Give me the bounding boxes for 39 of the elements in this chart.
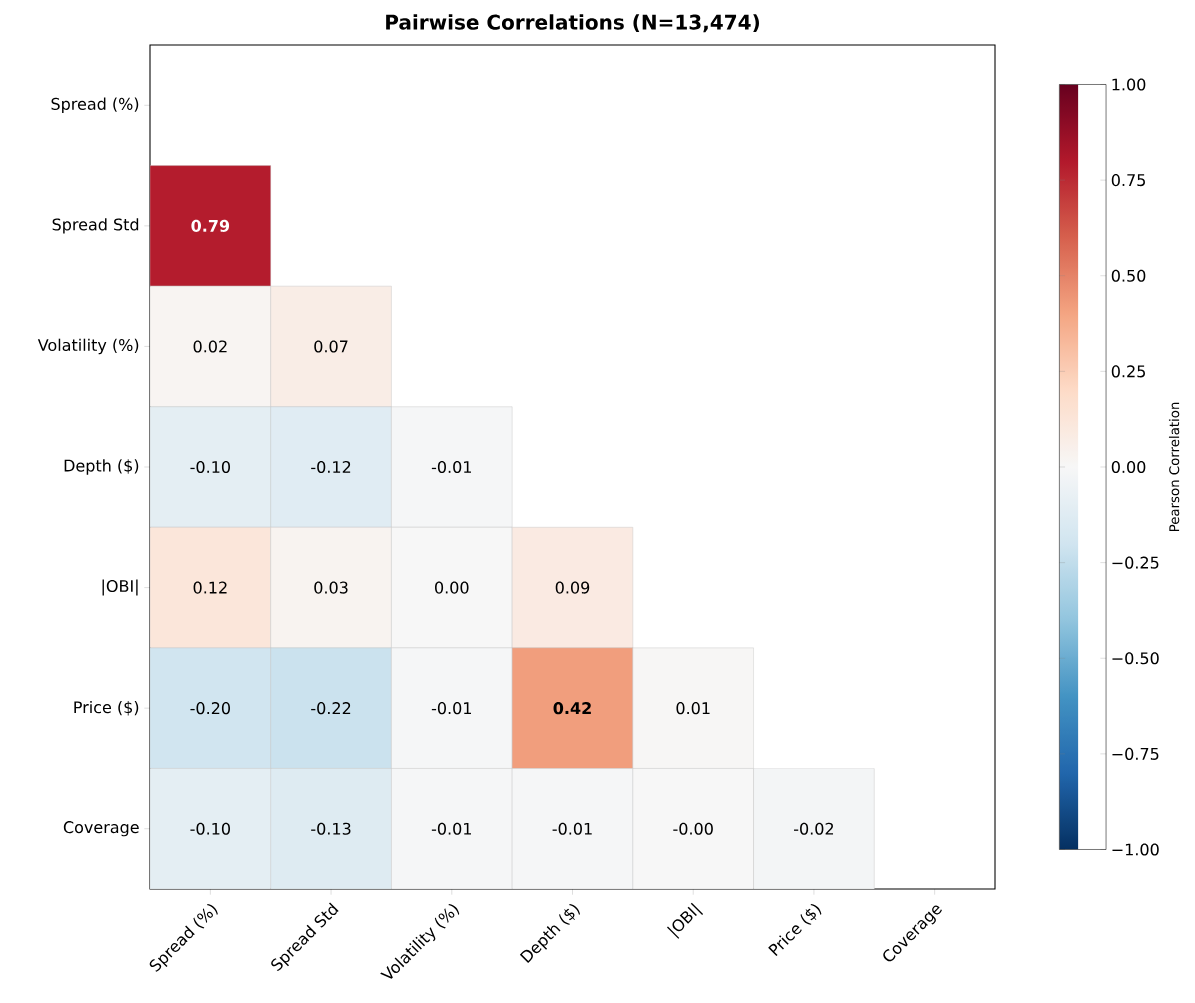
color-bar-label: −0.75	[1112, 747, 1159, 760]
y-tick-label: |OBI|	[102, 579, 138, 596]
data-label: -0.01	[431, 702, 471, 715]
y-tick-label: Depth ($)	[64, 459, 139, 475]
y-tick-label: Volatility (%)	[37, 338, 139, 355]
data-label: 0.07	[314, 340, 348, 353]
data-label: 0.79	[191, 219, 230, 232]
data-label: -0.10	[190, 460, 230, 474]
data-label: 0.42	[553, 702, 591, 715]
data-label: -0.00	[673, 822, 713, 835]
chart-title: Pairwise Correlations (N=13,474)	[386, 14, 759, 33]
color-bar-label: −1.00	[1112, 843, 1159, 856]
data-label: 0.09	[555, 581, 590, 594]
data-label: -0.10	[190, 822, 230, 835]
data-label: -0.01	[552, 822, 592, 835]
color-bar-label: −0.50	[1112, 652, 1159, 665]
data-label: -0.01	[431, 822, 471, 835]
data-label: -0.20	[190, 702, 230, 715]
color-bar-label: 1.00	[1112, 78, 1146, 91]
color-bar-label: 0.75	[1111, 174, 1145, 187]
y-tick-label: Price ($)	[74, 700, 139, 716]
y-tick-label: Coverage	[63, 821, 139, 837]
color-bar-label: −0.25	[1112, 556, 1159, 569]
data-label: 0.00	[435, 581, 469, 594]
data-label: -0.12	[311, 460, 351, 474]
data-label: 0.03	[314, 581, 348, 594]
data-label: 0.01	[676, 702, 710, 715]
y-tick-label: Spread Std	[52, 218, 139, 234]
data-label: -0.01	[431, 460, 471, 474]
color-bar-label: 0.00	[1111, 460, 1146, 474]
color-bar-label: 0.50	[1111, 269, 1146, 282]
data-label: 0.02	[193, 340, 227, 353]
data-label: 0.12	[193, 581, 227, 594]
data-label: -0.02	[794, 822, 834, 835]
data-label: -0.22	[311, 702, 351, 715]
color-bar-label: 0.25	[1111, 365, 1145, 378]
color-bar-title: Pearson Correlation	[1168, 402, 1180, 532]
y-tick-label: Spread (%)	[51, 97, 139, 114]
data-label: -0.13	[311, 822, 351, 835]
